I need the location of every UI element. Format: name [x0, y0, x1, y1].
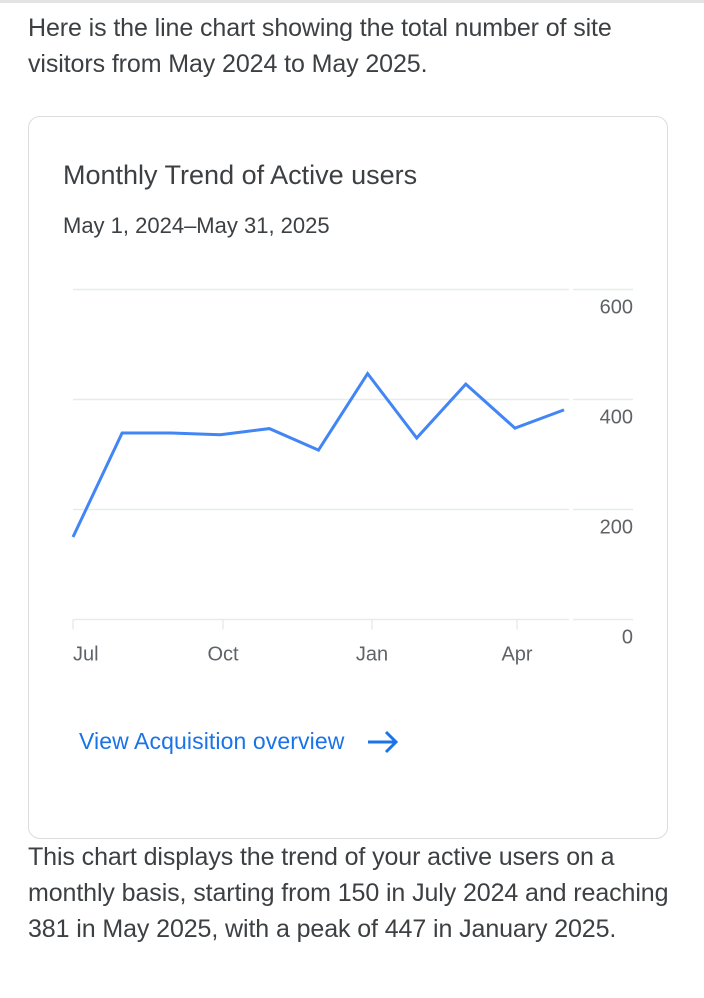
chart-card: Monthly Trend of Active users May 1, 202… — [28, 116, 668, 839]
x-tick-label: Jan — [356, 644, 388, 666]
x-axis: Jul Oct Jan Apr — [72, 619, 533, 666]
chart-summary-text: This chart displays the trend of your ac… — [28, 843, 669, 943]
chart-date-range: May 1, 2024–May 31, 2025 — [63, 213, 330, 238]
x-tick-label: Oct — [207, 644, 239, 666]
y-tick-label: 600 — [600, 297, 633, 319]
chart-title: Monthly Trend of Active users — [63, 160, 418, 190]
x-tick-label: Jul — [73, 644, 99, 666]
chart-gridlines — [73, 288, 633, 621]
line-chart: Jul Oct Jan Apr 0 200 400 600 — [71, 288, 633, 666]
top-divider — [0, 0, 704, 3]
link-label: View Acquisition overview — [79, 728, 345, 754]
active-users-line — [71, 370, 565, 538]
view-acquisition-overview-link[interactable]: View Acquisition overview — [79, 728, 400, 755]
y-tick-label: 200 — [600, 517, 633, 539]
arrow-right-icon — [366, 730, 400, 754]
intro-text: Here is the line chart showing the total… — [28, 14, 612, 78]
x-tick-label: Apr — [501, 644, 532, 666]
y-tick-label: 400 — [600, 407, 633, 429]
y-axis: 0 200 400 600 — [600, 297, 633, 649]
y-tick-label: 0 — [622, 627, 633, 649]
